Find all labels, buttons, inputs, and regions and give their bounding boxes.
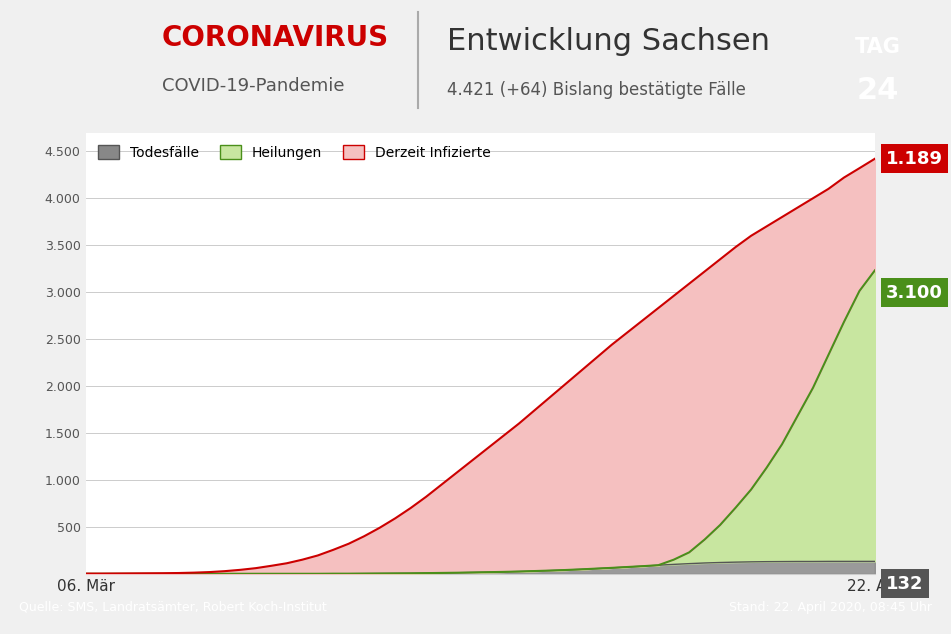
Text: COVID-19-Pandemie: COVID-19-Pandemie	[162, 77, 344, 95]
Text: 3.100: 3.100	[886, 283, 942, 302]
Text: 24: 24	[857, 76, 900, 105]
Text: Entwicklung Sachsen: Entwicklung Sachsen	[447, 27, 770, 56]
Text: Quelle: SMS, Landratsämter, Robert Koch-Institut: Quelle: SMS, Landratsämter, Robert Koch-…	[19, 600, 327, 614]
Text: Stand: 22. April 2020, 08:45 Uhr: Stand: 22. April 2020, 08:45 Uhr	[729, 600, 932, 614]
Text: TAG: TAG	[855, 37, 902, 57]
Text: 1.189: 1.189	[886, 150, 943, 168]
Text: 132: 132	[886, 574, 923, 593]
Text: CORONAVIRUS: CORONAVIRUS	[162, 24, 389, 53]
Legend: Todesfälle, Heilungen, Derzeit Infizierte: Todesfälle, Heilungen, Derzeit Infiziert…	[92, 139, 496, 165]
Text: 4.421 (+64) Bislang bestätigte Fälle: 4.421 (+64) Bislang bestätigte Fälle	[447, 81, 746, 99]
